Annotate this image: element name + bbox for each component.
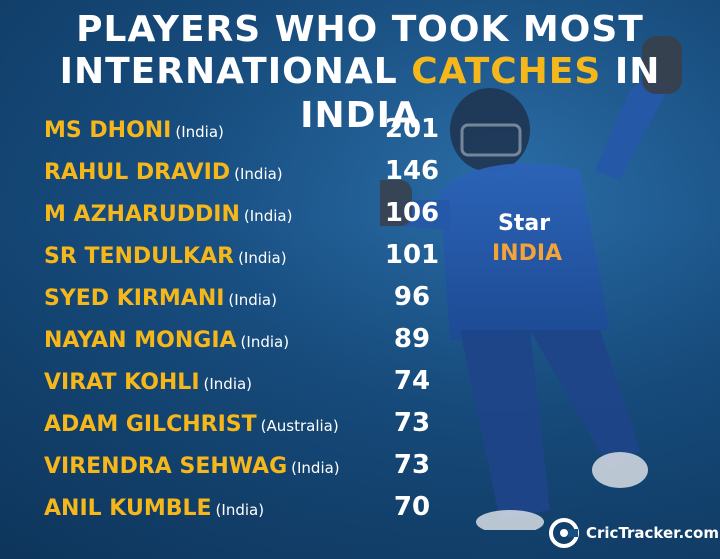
player-name: RAHUL DRAVID [44, 160, 231, 185]
player-name: VIRENDRA SEHWAG [44, 454, 288, 479]
player-row: NAYAN MONGIA (India) 89 [44, 322, 464, 364]
player-country: (India) [238, 249, 287, 267]
brand-watermark: CricTracker.com [548, 516, 719, 550]
player-country: (India) [228, 291, 277, 309]
player-name: ADAM GILCHRIST [44, 412, 257, 437]
player-row: MS DHONI (India) 201 [44, 112, 464, 154]
player-country: (India) [234, 165, 283, 183]
crictracker-logo-icon [549, 518, 579, 548]
player-catches: 201 [384, 114, 440, 144]
title-line-1: PLAYERS WHO TOOK MOST [76, 9, 644, 50]
player-row: SR TENDULKAR (India) 101 [44, 238, 464, 280]
player-name: ANIL KUMBLE [44, 496, 212, 521]
player-country: (India) [215, 501, 265, 519]
player-catches: 70 [393, 492, 431, 522]
player-country: (India) [240, 333, 290, 351]
jersey-sponsor-text: Star [498, 211, 550, 236]
jersey-team-text: INDIA [492, 241, 562, 266]
player-row: VIRENDRA SEHWAG (India) 73 [44, 448, 464, 490]
player-country: (India) [203, 375, 253, 393]
player-row: SYED KIRMANI (India) 96 [44, 280, 464, 322]
player-country: (India) [291, 459, 340, 477]
player-name: VIRAT KOHLI [44, 370, 200, 395]
title-line-2-start: INTERNATIONAL [59, 51, 412, 92]
player-name: MS DHONI [44, 118, 172, 143]
player-catches: 73 [393, 450, 431, 480]
player-catches: 106 [384, 198, 440, 228]
player-catches: 146 [384, 156, 440, 186]
player-catches: 73 [393, 408, 431, 438]
title-line-2: INTERNATIONAL CATCHES IN INDIA [0, 50, 720, 138]
player-catches: 74 [393, 366, 431, 396]
brand-name: CricTracker.com [586, 524, 719, 542]
player-row: M AZHARUDDIN (India) 106 [44, 196, 464, 238]
player-name: SYED KIRMANI [44, 286, 225, 311]
player-country: (India) [243, 207, 293, 225]
player-row: ADAM GILCHRIST (Australia) 73 [44, 406, 464, 448]
player-catches: 96 [393, 282, 431, 312]
player-name: SR TENDULKAR [44, 244, 235, 269]
title-accent-word: CATCHES [411, 51, 602, 92]
player-row: ANIL KUMBLE (India) 70 [44, 490, 464, 532]
title-line-2-end: IN INDIA [300, 51, 661, 136]
players-list: MS DHONI (India) 201 RAHUL DRAVID (India) 14… [44, 112, 464, 532]
player-name: M AZHARUDDIN [44, 202, 240, 227]
player-row: RAHUL DRAVID (India) 146 [44, 154, 464, 196]
player-country: (Australia) [260, 417, 339, 435]
player-catches: 101 [384, 240, 440, 270]
player-name: NAYAN MONGIA [44, 328, 237, 353]
player-country: (India) [175, 123, 224, 141]
wicketkeeper-illustration: Star INDIA [380, 36, 682, 530]
player-row: VIRAT KOHLI (India) 74 [44, 364, 464, 406]
player-catches: 89 [393, 324, 431, 354]
